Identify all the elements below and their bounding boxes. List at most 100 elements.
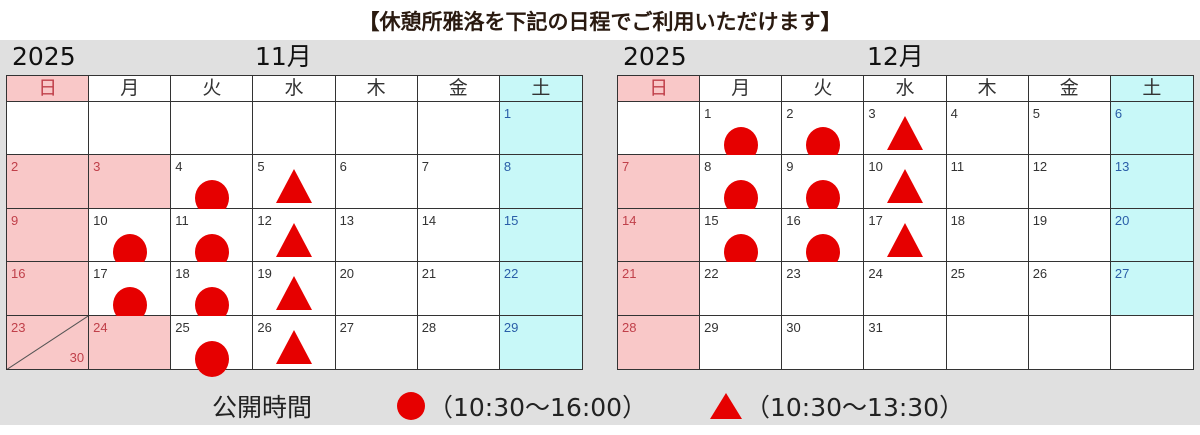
day-cell: 3 [89, 155, 172, 209]
day-cell: 8 [499, 155, 582, 209]
day-cell: 11 [946, 155, 1029, 209]
day-cell: 18 [171, 262, 254, 324]
triangle-icon [886, 222, 923, 257]
empty-cell [253, 102, 336, 156]
calendar-grid: 日月火水木金土 1 2 3 4 5 6 7 8 9 10 11 12 13 14 15 16 17 18 19 20 21… [6, 75, 583, 377]
day-cell: 16 [7, 262, 90, 316]
weekday-header: 金 [1028, 76, 1111, 102]
day-number: 20 [339, 266, 355, 282]
day-number: 25 [950, 266, 966, 282]
legend-label: 公開時間 [212, 393, 313, 422]
day-cell: 27 [1110, 262, 1193, 316]
day-cell: 21 [417, 262, 500, 316]
legend-circle-hours: （10:30〜16:00） [428, 393, 648, 422]
day-number: 24 [868, 266, 883, 282]
day-cell: 21 [618, 262, 701, 316]
day-number: 10 [868, 159, 883, 175]
weekday-header: 水 [253, 76, 336, 102]
day-number: 14 [421, 212, 437, 228]
day-number: 5 [257, 159, 265, 175]
day-cell: 10 [864, 155, 947, 209]
day-number: 6 [339, 159, 347, 175]
day-cell: 11 [171, 208, 254, 270]
legend-triangle-hours: （10:30〜13:30） [745, 393, 965, 422]
day-number: 4 [950, 106, 958, 121]
day-cell: 20 [335, 262, 418, 316]
day-number: 2 [11, 159, 19, 175]
weekday-header: 火 [171, 76, 254, 102]
day-number: 23 [786, 266, 801, 282]
day-cell: 19 [1028, 208, 1111, 263]
day-number: 23 [11, 319, 26, 335]
day-cell: 18 [946, 208, 1029, 263]
day-number: 8 [704, 159, 712, 175]
triangle-icon [275, 169, 312, 204]
empty-cell [618, 102, 701, 156]
day-number: 11 [175, 212, 189, 228]
day-cell: 6 [335, 155, 418, 209]
year-label: 2025 [623, 42, 687, 71]
day-cell: 24 [89, 315, 172, 369]
page-title: 【休憩所雅洛を下記の日程でご利用いただけます】 [358, 10, 842, 34]
triangle-icon [275, 222, 312, 257]
day-cell: 6 [1110, 102, 1193, 156]
day-cell: 7 [417, 155, 500, 209]
month-label: 11月 [255, 42, 312, 71]
day-cell: 26 [1028, 262, 1111, 316]
day-cell: 2 [7, 155, 90, 209]
day-number: 17 [93, 266, 108, 282]
day-cell: 4 [946, 102, 1029, 156]
weekday-header: 土 [499, 76, 582, 102]
day-number: 20 [1114, 212, 1130, 228]
weekday-header: 火 [782, 76, 865, 102]
day-number: 19 [1032, 212, 1048, 228]
day-cell: 17 [864, 208, 947, 263]
day-number: 7 [622, 159, 630, 175]
weekday-header: 金 [417, 76, 500, 102]
day-number: 14 [622, 212, 637, 228]
day-number: 30 [69, 349, 85, 365]
day-cell: 25 [946, 262, 1029, 316]
weekday-header: 月 [89, 76, 172, 102]
day-number: 13 [339, 212, 355, 228]
split-diagonal [7, 316, 88, 369]
day-cell: 22 [499, 262, 582, 316]
day-number: 16 [11, 266, 26, 282]
day-cell: 16 [782, 208, 865, 270]
day-cell: 2 [782, 102, 865, 163]
day-cell: 27 [335, 315, 418, 369]
day-cell: 24 [864, 262, 947, 316]
circle-icon [397, 392, 425, 420]
day-number: 6 [1114, 106, 1123, 121]
day-cell: 12 [253, 208, 336, 263]
day-number: 8 [503, 159, 512, 175]
day-cell: 3 [864, 102, 947, 156]
day-cell: 1 [499, 102, 582, 156]
day-number: 7 [421, 159, 429, 175]
circle-icon [194, 340, 229, 377]
triangle-icon [275, 276, 312, 311]
day-cell: 13 [335, 208, 418, 263]
day-number: 21 [622, 266, 637, 282]
day-cell: 15 [499, 208, 582, 263]
day-cell: 5 [1028, 102, 1111, 156]
day-number: 5 [1032, 106, 1040, 121]
triangle-icon [886, 116, 923, 150]
weekday-header: 月 [700, 76, 783, 102]
day-cell: 23 30 [7, 315, 90, 369]
triangle-icon [275, 329, 312, 364]
empty-cell [1110, 315, 1193, 369]
day-cell: 5 [253, 155, 336, 209]
weekday-header: 土 [1110, 76, 1193, 102]
day-cell: 8 [700, 155, 783, 217]
day-number: 9 [786, 159, 794, 175]
day-number: 29 [503, 319, 519, 335]
day-number: 3 [868, 106, 876, 121]
day-number: 3 [93, 159, 101, 175]
day-cell: 10 [89, 208, 172, 270]
day-cell: 20 [1110, 208, 1193, 263]
day-cell: 28 [618, 315, 701, 369]
day-number: 22 [503, 266, 519, 282]
day-cell: 28 [417, 315, 500, 369]
day-cell: 29 [499, 315, 582, 369]
